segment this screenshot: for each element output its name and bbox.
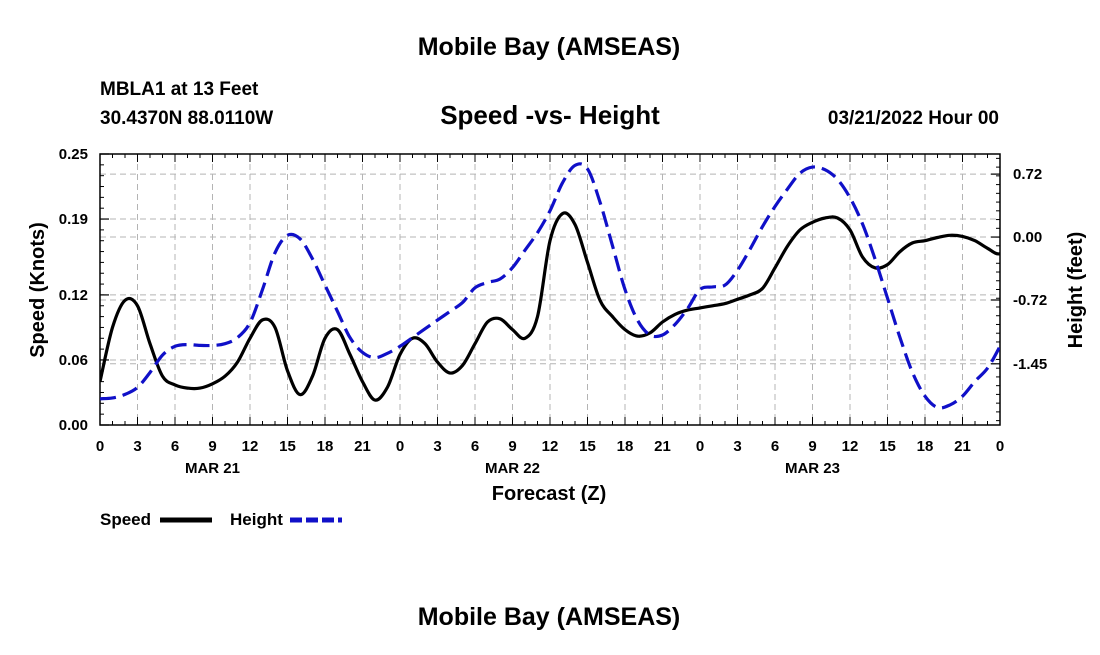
x-tick-label: 0 [696,438,704,455]
legend-speed-label: Speed [100,510,151,529]
x-axis-title: Forecast (Z) [492,483,606,505]
x-tick-label: 15 [279,438,296,455]
forecast-datetime: 03/21/2022 Hour 00 [828,108,999,129]
page-title: Mobile Bay (AMSEAS) [418,33,681,61]
x-tick-label: 3 [133,438,141,455]
x-tick-label: 0 [996,438,1004,455]
grid [100,154,1000,425]
y-tick-label: 0.25 [59,146,88,163]
series-height-line [100,162,1000,410]
x-tick-label: 6 [171,438,179,455]
x-tick-label: 15 [879,438,896,455]
series-speed-line [100,211,1000,402]
station-coords: 30.4370N 88.0110W [100,108,273,129]
y2-tick-label: 0.00 [1013,229,1042,246]
y-tick-label: 0.12 [59,287,88,304]
day-label: MAR 22 [485,460,540,477]
y-tick-label: 0.00 [59,417,88,434]
tick-marks [99,153,1001,426]
y-axis-title: Speed (Knots) [27,222,49,358]
x-tick-label: 12 [542,438,559,455]
x-tick-label: 18 [617,438,634,455]
x-tick-label: 18 [917,438,934,455]
x-tick-label: 12 [842,438,859,455]
x-tick-label: 0 [396,438,404,455]
x-tick-label: 21 [654,438,671,455]
day-label: MAR 23 [785,460,840,477]
footer-title: Mobile Bay (AMSEAS) [418,603,681,631]
series-lines [100,162,1000,410]
x-tick-label: 12 [242,438,259,455]
y-tick-label: 0.06 [59,352,88,369]
x-tick-label: 3 [433,438,441,455]
y2-axis-title: Height (feet) [1065,232,1087,349]
x-tick-label: 21 [954,438,971,455]
y2-tick-label: -1.45 [1013,356,1047,373]
x-tick-label: 15 [579,438,596,455]
legend-height-label: Height [230,510,283,529]
x-tick-label: 6 [471,438,479,455]
station-label: MBLA1 at 13 Feet [100,79,259,100]
day-label: MAR 21 [185,460,240,477]
x-tick-label: 3 [733,438,741,455]
x-tick-label: 9 [208,438,216,455]
tick-labels: 0 3 6 9 12 15 18 21 0 3 6 9 12 15 18 21 0 3 6 9 12 15 18 21 0 MAR… [59,146,1047,477]
y-tick-label: 0.19 [59,211,88,228]
x-tick-label: 6 [771,438,779,455]
legend: Speed Height [100,510,342,529]
y2-tick-label: -0.72 [1013,292,1047,309]
x-tick-label: 9 [808,438,816,455]
x-tick-label: 0 [96,438,104,455]
chart-title: Speed -vs- Height [440,100,660,130]
x-tick-label: 9 [508,438,516,455]
x-tick-label: 18 [317,438,334,455]
y2-tick-label: 0.72 [1013,166,1042,183]
x-tick-label: 21 [354,438,371,455]
